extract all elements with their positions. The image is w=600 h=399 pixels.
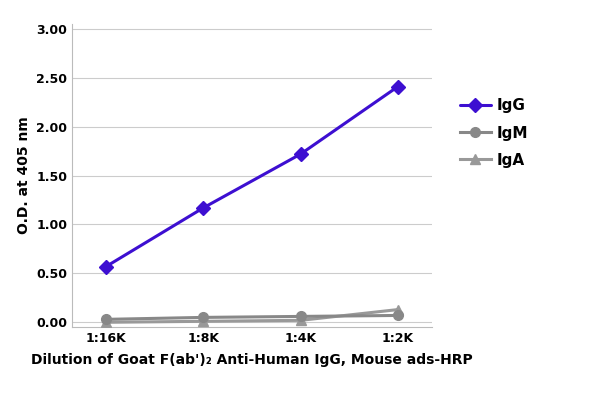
IgA	[103, 320, 110, 325]
IgA	[394, 307, 401, 312]
Legend: IgG, IgM, IgA: IgG, IgM, IgA	[454, 92, 535, 174]
IgG	[297, 152, 304, 156]
Line: IgM: IgM	[101, 310, 403, 324]
IgM	[394, 313, 401, 318]
Y-axis label: O.D. at 405 nm: O.D. at 405 nm	[17, 117, 31, 235]
IgG	[103, 264, 110, 269]
IgM	[297, 314, 304, 319]
Line: IgG: IgG	[101, 82, 403, 271]
IgM	[103, 317, 110, 322]
IgA	[200, 319, 207, 324]
IgM	[200, 315, 207, 320]
IgA	[297, 318, 304, 323]
IgG	[200, 205, 207, 210]
X-axis label: Dilution of Goat F(ab')₂ Anti-Human IgG, Mouse ads-HRP: Dilution of Goat F(ab')₂ Anti-Human IgG,…	[31, 354, 473, 367]
Line: IgA: IgA	[101, 305, 403, 327]
IgG	[394, 84, 401, 89]
